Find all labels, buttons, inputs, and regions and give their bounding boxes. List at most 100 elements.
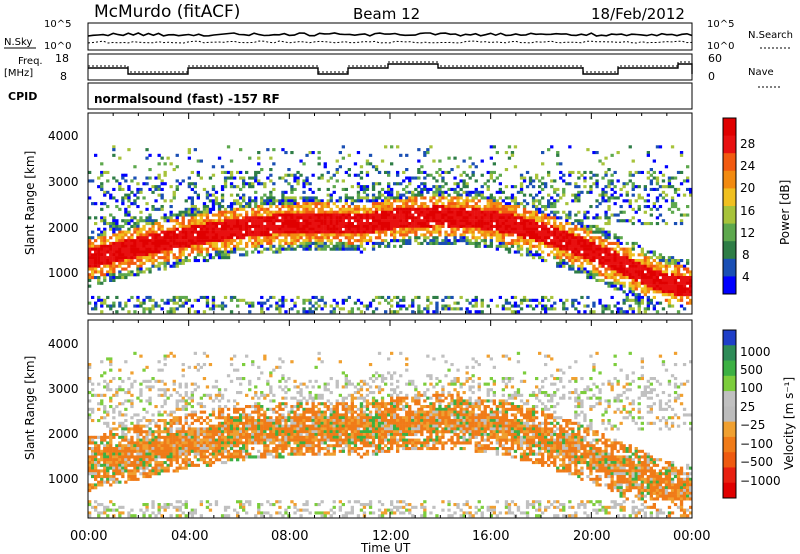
heatmap-cell — [106, 205, 110, 209]
heatmap-cell — [287, 196, 291, 200]
heatmap-cell — [320, 307, 324, 311]
heatmap-cell — [679, 295, 684, 299]
heatmap-cell — [516, 213, 521, 217]
heatmap-cell — [226, 216, 231, 220]
heatmap-cell — [347, 241, 351, 245]
heatmap-cell — [139, 449, 143, 453]
heatmap-cell — [577, 233, 581, 237]
heatmap-cell — [679, 151, 684, 155]
heatmap-cell — [302, 301, 306, 305]
heatmap-cell — [272, 199, 276, 203]
heatmap-cell — [625, 276, 629, 280]
heatmap-cell — [432, 196, 436, 200]
heatmap-cell — [483, 244, 487, 248]
heatmap-cell — [628, 256, 632, 260]
heatmap-cell — [109, 368, 113, 372]
heatmap-cell — [535, 216, 539, 220]
heatmap-cell — [160, 444, 164, 448]
heatmap-cell — [160, 466, 164, 470]
heatmap-cell — [127, 388, 131, 392]
heatmap-cell — [317, 244, 321, 248]
heatmap-cell — [474, 210, 478, 214]
heatmap-cell — [91, 267, 95, 271]
heatmap-cell — [522, 210, 527, 214]
heatmap-cell — [574, 196, 578, 200]
heatmap-cell — [211, 256, 216, 260]
heatmap-cell — [320, 222, 324, 226]
heatmap-cell — [559, 241, 563, 245]
heatmap-cell — [169, 162, 173, 166]
heatmap-cell — [109, 466, 113, 470]
heatmap-cell — [507, 210, 512, 214]
heatmap-cell — [456, 222, 460, 226]
heatmap-cell — [655, 287, 660, 291]
heatmap-cell — [583, 224, 587, 228]
heatmap-cell — [435, 213, 439, 217]
heatmap-cell — [154, 239, 158, 243]
heatmap-cell — [556, 230, 560, 234]
heatmap-cell — [148, 452, 152, 456]
heatmap-cell — [142, 253, 146, 257]
heatmap-cell — [145, 295, 149, 299]
heatmap-cell — [344, 227, 348, 231]
heatmap-cell — [583, 230, 587, 234]
heatmap-cell — [616, 151, 620, 155]
heatmap-cell — [474, 190, 478, 194]
heatmap-cell — [353, 173, 358, 177]
heatmap-cell — [365, 199, 370, 203]
heatmap-cell — [616, 179, 620, 183]
heatmap-cell — [525, 304, 530, 308]
heatmap-cell — [634, 295, 638, 299]
heatmap-cell — [220, 193, 225, 197]
heatmap-cell — [88, 416, 92, 420]
heatmap-cell — [169, 236, 173, 240]
heatmap-cell — [631, 253, 635, 257]
heatmap-cell — [531, 222, 536, 226]
heatmap-cell — [535, 227, 539, 231]
heatmap-cell — [115, 233, 119, 237]
heatmap-cell — [184, 239, 188, 243]
heatmap-cell — [480, 196, 484, 200]
heatmap-cell — [607, 222, 611, 226]
heatmap-cell — [643, 290, 647, 294]
heatmap-cell — [296, 227, 300, 231]
heatmap-cell — [384, 199, 388, 203]
heatmap-cell — [317, 210, 321, 214]
heatmap-cell — [254, 239, 258, 243]
heatmap-cell — [302, 207, 306, 211]
heatmap-cell — [118, 261, 122, 265]
heatmap-cell — [142, 441, 146, 445]
heatmap-cell — [471, 210, 475, 214]
heatmap-cell — [492, 207, 496, 211]
heatmap-cell — [504, 205, 509, 209]
heatmap-cell — [317, 224, 321, 228]
heatmap-cell — [450, 207, 454, 211]
heatmap-cell — [121, 276, 125, 280]
heatmap-cell — [103, 298, 107, 302]
heatmap-cell — [673, 293, 678, 297]
heatmap-cell — [160, 187, 164, 191]
heatmap-cell — [157, 472, 161, 476]
heatmap-cell — [148, 469, 152, 473]
heatmap-cell — [577, 227, 581, 231]
heatmap-cell — [178, 244, 182, 248]
heatmap-cell — [94, 222, 98, 226]
heatmap-cell — [562, 244, 566, 248]
heatmap-cell — [245, 210, 249, 214]
heatmap-cell — [284, 222, 288, 226]
heatmap-cell — [169, 419, 173, 423]
heatmap-cell — [169, 219, 173, 223]
heatmap-cell — [260, 227, 264, 231]
heatmap-cell — [628, 270, 632, 274]
heatmap-cell — [480, 310, 484, 314]
heatmap-cell — [106, 270, 110, 274]
heatmap-cell — [284, 151, 288, 155]
heatmap-cell — [220, 244, 225, 248]
heatmap-cell — [196, 298, 200, 302]
heatmap-cell — [91, 419, 95, 423]
heatmap-cell — [652, 253, 656, 257]
heatmap-cell — [124, 480, 128, 484]
heatmap-cell — [335, 224, 339, 228]
heatmap-cell — [474, 224, 478, 228]
heatmap-cell — [217, 256, 222, 260]
